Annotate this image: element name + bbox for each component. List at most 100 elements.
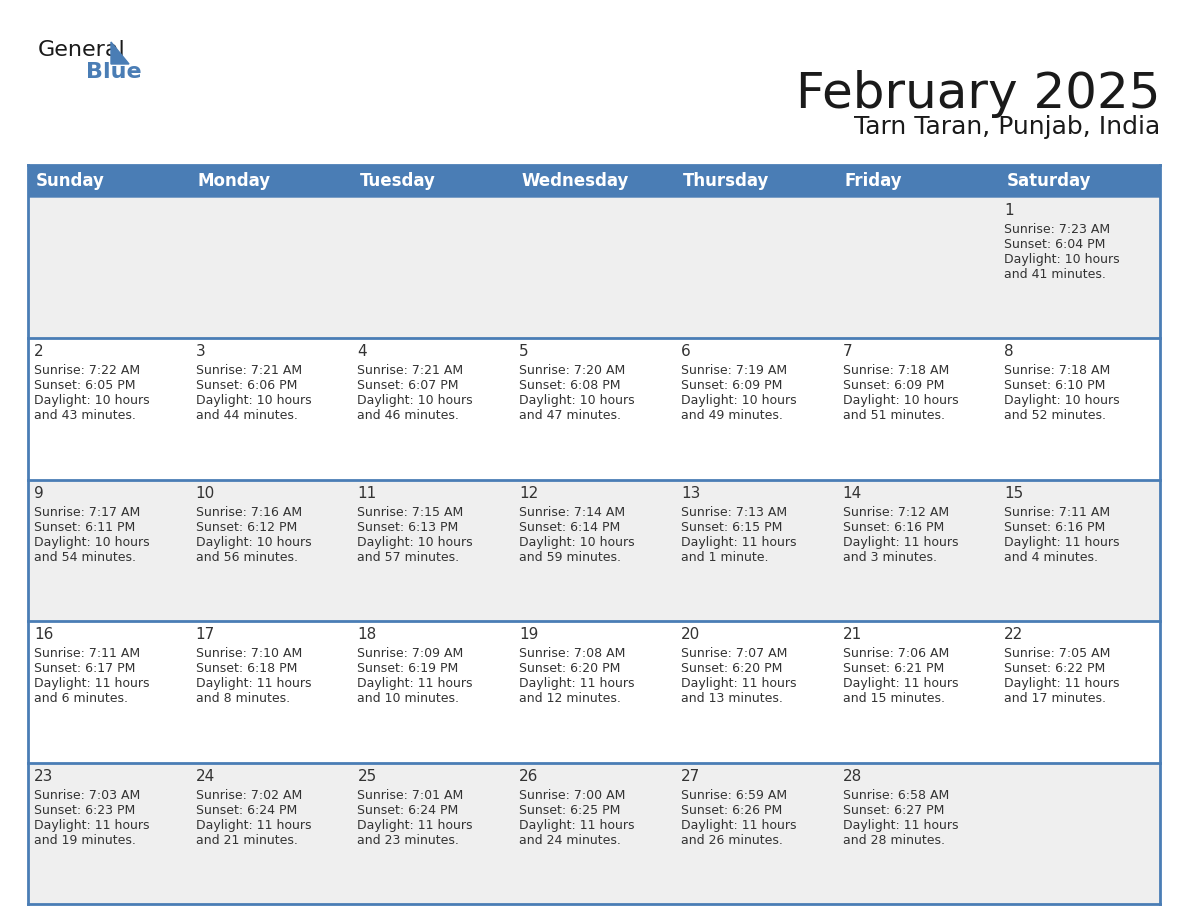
Text: Sunset: 6:16 PM: Sunset: 6:16 PM — [842, 521, 943, 533]
Text: Daylight: 10 hours: Daylight: 10 hours — [34, 395, 150, 408]
Text: Daylight: 10 hours: Daylight: 10 hours — [196, 395, 311, 408]
Text: and 51 minutes.: and 51 minutes. — [842, 409, 944, 422]
Text: Daylight: 11 hours: Daylight: 11 hours — [358, 677, 473, 690]
Text: Sunrise: 7:11 AM: Sunrise: 7:11 AM — [1004, 506, 1111, 519]
Text: Sunset: 6:10 PM: Sunset: 6:10 PM — [1004, 379, 1106, 392]
Text: Daylight: 11 hours: Daylight: 11 hours — [681, 677, 796, 690]
Bar — [29, 763, 1159, 904]
Text: Daylight: 11 hours: Daylight: 11 hours — [681, 819, 796, 832]
Bar — [29, 165, 190, 197]
Text: Sunrise: 7:13 AM: Sunrise: 7:13 AM — [681, 506, 786, 519]
Text: and 56 minutes.: and 56 minutes. — [196, 551, 298, 564]
Text: Friday: Friday — [845, 172, 902, 190]
Text: and 28 minutes.: and 28 minutes. — [842, 834, 944, 846]
Text: and 17 minutes.: and 17 minutes. — [1004, 692, 1106, 705]
Text: Sunrise: 7:21 AM: Sunrise: 7:21 AM — [196, 364, 302, 377]
Text: Sunset: 6:22 PM: Sunset: 6:22 PM — [1004, 662, 1106, 676]
Text: 22: 22 — [1004, 627, 1024, 643]
Text: and 41 minutes.: and 41 minutes. — [1004, 268, 1106, 281]
Text: Sunset: 6:08 PM: Sunset: 6:08 PM — [519, 379, 620, 392]
Text: Thursday: Thursday — [683, 172, 770, 190]
Text: and 4 minutes.: and 4 minutes. — [1004, 551, 1098, 564]
Text: Sunrise: 7:14 AM: Sunrise: 7:14 AM — [519, 506, 625, 519]
Text: Daylight: 10 hours: Daylight: 10 hours — [842, 395, 959, 408]
Text: Sunrise: 7:10 AM: Sunrise: 7:10 AM — [196, 647, 302, 660]
Text: Sunrise: 7:12 AM: Sunrise: 7:12 AM — [842, 506, 949, 519]
Text: and 24 minutes.: and 24 minutes. — [519, 834, 621, 846]
Bar — [675, 165, 836, 197]
Text: Sunrise: 7:11 AM: Sunrise: 7:11 AM — [34, 647, 140, 660]
Text: Daylight: 10 hours: Daylight: 10 hours — [1004, 395, 1120, 408]
Text: Sunrise: 7:16 AM: Sunrise: 7:16 AM — [196, 506, 302, 519]
Text: 19: 19 — [519, 627, 538, 643]
Bar — [29, 621, 1159, 763]
Text: February 2025: February 2025 — [796, 70, 1159, 118]
Text: Daylight: 11 hours: Daylight: 11 hours — [519, 819, 634, 832]
Text: 21: 21 — [842, 627, 861, 643]
Text: and 43 minutes.: and 43 minutes. — [34, 409, 135, 422]
Text: Tarn Taran, Punjab, India: Tarn Taran, Punjab, India — [854, 115, 1159, 139]
Text: and 12 minutes.: and 12 minutes. — [519, 692, 621, 705]
Text: Sunset: 6:16 PM: Sunset: 6:16 PM — [1004, 521, 1106, 533]
Text: Daylight: 10 hours: Daylight: 10 hours — [196, 536, 311, 549]
Text: Sunset: 6:06 PM: Sunset: 6:06 PM — [196, 379, 297, 392]
Text: Sunrise: 6:59 AM: Sunrise: 6:59 AM — [681, 789, 786, 801]
Text: Wednesday: Wednesday — [522, 172, 628, 190]
Text: Sunset: 6:07 PM: Sunset: 6:07 PM — [358, 379, 459, 392]
Text: Sunset: 6:23 PM: Sunset: 6:23 PM — [34, 803, 135, 817]
Text: and 21 minutes.: and 21 minutes. — [196, 834, 297, 846]
Text: Daylight: 11 hours: Daylight: 11 hours — [1004, 536, 1120, 549]
Text: 10: 10 — [196, 486, 215, 501]
Text: 25: 25 — [358, 768, 377, 784]
Text: 9: 9 — [34, 486, 44, 501]
Text: Sunrise: 7:06 AM: Sunrise: 7:06 AM — [842, 647, 949, 660]
Text: 7: 7 — [842, 344, 852, 360]
Bar — [352, 165, 513, 197]
Text: Sunrise: 7:18 AM: Sunrise: 7:18 AM — [842, 364, 949, 377]
Text: Sunset: 6:11 PM: Sunset: 6:11 PM — [34, 521, 135, 533]
Text: 23: 23 — [34, 768, 53, 784]
Text: Sunset: 6:04 PM: Sunset: 6:04 PM — [1004, 238, 1106, 251]
Text: Sunset: 6:17 PM: Sunset: 6:17 PM — [34, 662, 135, 676]
Text: Sunset: 6:27 PM: Sunset: 6:27 PM — [842, 803, 944, 817]
Text: Sunset: 6:24 PM: Sunset: 6:24 PM — [196, 803, 297, 817]
Bar — [29, 339, 1159, 480]
Text: Sunrise: 7:08 AM: Sunrise: 7:08 AM — [519, 647, 626, 660]
Text: and 1 minute.: and 1 minute. — [681, 551, 769, 564]
Text: Daylight: 11 hours: Daylight: 11 hours — [196, 819, 311, 832]
Text: Sunrise: 7:17 AM: Sunrise: 7:17 AM — [34, 506, 140, 519]
Text: and 6 minutes.: and 6 minutes. — [34, 692, 128, 705]
Text: 28: 28 — [842, 768, 861, 784]
Text: and 23 minutes.: and 23 minutes. — [358, 834, 460, 846]
Text: Sunrise: 7:05 AM: Sunrise: 7:05 AM — [1004, 647, 1111, 660]
Text: Sunrise: 7:20 AM: Sunrise: 7:20 AM — [519, 364, 625, 377]
Text: and 19 minutes.: and 19 minutes. — [34, 834, 135, 846]
Text: General: General — [38, 40, 126, 60]
Text: Saturday: Saturday — [1006, 172, 1091, 190]
Text: 14: 14 — [842, 486, 861, 501]
Text: 12: 12 — [519, 486, 538, 501]
Text: Sunset: 6:15 PM: Sunset: 6:15 PM — [681, 521, 782, 533]
Bar — [836, 165, 998, 197]
Text: Sunset: 6:05 PM: Sunset: 6:05 PM — [34, 379, 135, 392]
Text: Daylight: 11 hours: Daylight: 11 hours — [842, 677, 958, 690]
Text: Sunrise: 7:00 AM: Sunrise: 7:00 AM — [519, 789, 626, 801]
Bar — [998, 165, 1159, 197]
Text: Sunrise: 7:09 AM: Sunrise: 7:09 AM — [358, 647, 463, 660]
Text: 18: 18 — [358, 627, 377, 643]
Text: Monday: Monday — [197, 172, 271, 190]
Text: and 44 minutes.: and 44 minutes. — [196, 409, 297, 422]
Text: Sunrise: 7:15 AM: Sunrise: 7:15 AM — [358, 506, 463, 519]
Text: Tuesday: Tuesday — [360, 172, 435, 190]
Text: and 47 minutes.: and 47 minutes. — [519, 409, 621, 422]
Text: Daylight: 11 hours: Daylight: 11 hours — [842, 536, 958, 549]
Text: Sunset: 6:13 PM: Sunset: 6:13 PM — [358, 521, 459, 533]
Text: Daylight: 10 hours: Daylight: 10 hours — [1004, 253, 1120, 266]
Text: Daylight: 11 hours: Daylight: 11 hours — [34, 819, 150, 832]
Text: 11: 11 — [358, 486, 377, 501]
Bar — [190, 165, 352, 197]
Text: Daylight: 10 hours: Daylight: 10 hours — [358, 395, 473, 408]
Text: and 8 minutes.: and 8 minutes. — [196, 692, 290, 705]
Text: Sunset: 6:26 PM: Sunset: 6:26 PM — [681, 803, 782, 817]
Text: and 54 minutes.: and 54 minutes. — [34, 551, 135, 564]
